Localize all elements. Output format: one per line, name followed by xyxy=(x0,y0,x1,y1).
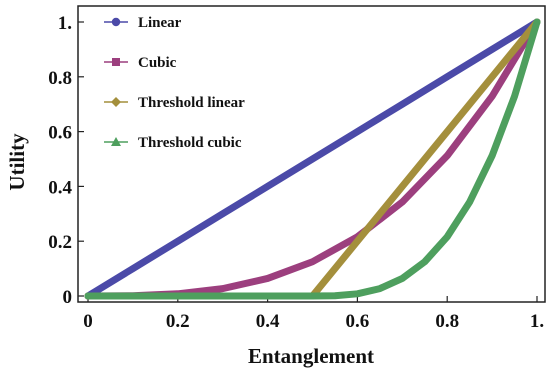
data-point xyxy=(489,74,495,80)
data-point xyxy=(399,183,405,189)
legend-label: Linear xyxy=(138,15,182,31)
legend-item: Cubic xyxy=(104,55,177,71)
data-point xyxy=(309,259,315,265)
data-point xyxy=(220,211,226,217)
data-point xyxy=(444,153,450,159)
legend-label: Cubic xyxy=(138,55,177,71)
legend: Linear Cubic Threshold linear Threshold cub… xyxy=(104,15,245,151)
data-point xyxy=(354,128,360,134)
data-point xyxy=(220,285,226,291)
data-point xyxy=(399,101,405,107)
data-point xyxy=(444,128,450,134)
data-point xyxy=(489,93,495,99)
x-tick-label: 0.6 xyxy=(346,311,370,332)
x-tick-label: 0 xyxy=(83,311,93,332)
data-point xyxy=(399,275,405,281)
data-point xyxy=(175,238,181,244)
legend-marker-circle-icon xyxy=(112,18,120,26)
x-tick-label: 0.2 xyxy=(166,311,190,332)
data-point xyxy=(466,199,472,205)
y-axis-label: Utility xyxy=(5,133,29,191)
legend-item: Threshold cubic xyxy=(104,135,242,151)
data-point xyxy=(85,293,91,299)
data-point xyxy=(399,199,405,205)
x-tick-label: 0.8 xyxy=(435,311,459,332)
x-tick-label: 1. xyxy=(530,311,544,332)
data-point xyxy=(489,153,495,159)
legend-item: Threshold linear xyxy=(104,95,245,111)
legend-label: Threshold linear xyxy=(138,95,245,111)
data-point xyxy=(489,46,495,52)
y-tick-label: 0.2 xyxy=(48,232,72,253)
y-tick-label: 0.4 xyxy=(48,177,72,198)
y-tick-label: 1. xyxy=(58,13,72,34)
legend-label: Threshold cubic xyxy=(138,135,242,151)
legend-marker-diamond-icon xyxy=(111,97,121,107)
y-tick-label: 0 xyxy=(63,287,73,308)
y-tick-label: 0.6 xyxy=(48,123,72,144)
legend-item: Linear xyxy=(104,15,182,31)
y-tick-label: 0.8 xyxy=(48,68,72,89)
data-point xyxy=(309,293,315,299)
data-point xyxy=(130,265,136,271)
data-point xyxy=(309,156,315,162)
data-point xyxy=(354,238,360,244)
x-axis-label: Entanglement xyxy=(248,344,374,368)
data-point xyxy=(332,293,338,299)
data-point xyxy=(534,19,540,25)
x-tick-label: 0.4 xyxy=(256,311,280,332)
data-point xyxy=(264,275,270,281)
data-point xyxy=(422,259,428,265)
data-point xyxy=(444,74,450,80)
data-point xyxy=(444,234,450,240)
data-point xyxy=(354,291,360,297)
legend-marker-square-icon xyxy=(112,58,120,66)
data-point xyxy=(264,183,270,189)
data-point xyxy=(511,93,517,99)
data-point xyxy=(377,285,383,291)
